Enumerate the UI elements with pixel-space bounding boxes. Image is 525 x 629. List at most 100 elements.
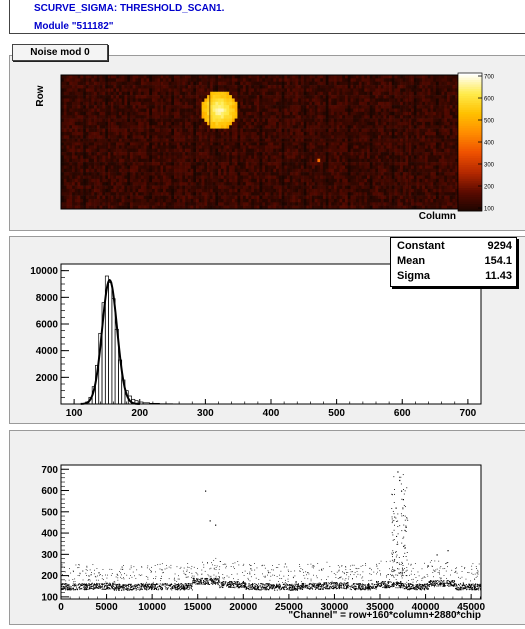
heatmap-cell [325, 172, 329, 176]
heatmap-cell [66, 125, 70, 129]
heatmap-cell [198, 128, 202, 133]
heatmap-cell [322, 152, 326, 156]
heatmap-cell [96, 108, 100, 113]
heatmap-cell [278, 135, 282, 139]
heatmap-cell [311, 91, 315, 96]
heatmap-cell [328, 81, 332, 86]
heatmap-cell [105, 78, 109, 82]
heatmap-cell [276, 105, 280, 109]
heatmap-cell [171, 121, 175, 126]
heatmap-cell [358, 158, 362, 163]
heatmap-cell [69, 105, 73, 109]
heatmap-cell [424, 168, 428, 173]
heatmap-cell [102, 152, 106, 156]
heatmap-cell [231, 108, 235, 113]
heatmap-cell [107, 118, 111, 123]
heatmap-cell [298, 145, 302, 149]
heatmap-cell [226, 175, 230, 180]
heatmap-cell [231, 81, 235, 86]
heatmap-cell [325, 85, 329, 89]
heatmap-cell [102, 135, 106, 139]
heatmap-cell [265, 135, 269, 139]
heatmap-cell [325, 91, 329, 96]
heatmap-cell [215, 138, 219, 143]
heatmap-cell [240, 85, 244, 89]
heatmap-cell [198, 91, 202, 96]
heatmap-cell [452, 168, 456, 173]
heatmap-cell [452, 145, 456, 149]
heatmap-cell [422, 108, 426, 113]
heatmap-cell [245, 121, 249, 126]
heatmap-cell [107, 105, 111, 109]
heatmap-cell [80, 185, 84, 190]
heatmap-cell [353, 162, 357, 166]
heatmap-cell [61, 168, 65, 173]
heatmap-cell [110, 118, 114, 123]
heatmap-cell [160, 78, 164, 82]
heatmap-cell [433, 85, 437, 89]
heatmap-cell [231, 188, 235, 193]
heatmap-cell [325, 131, 329, 136]
heatmap-cell [339, 105, 343, 109]
heatmap-cell [74, 158, 78, 163]
heatmap-cell [446, 101, 451, 106]
heatmap-cell [116, 78, 120, 82]
heatmap-cell [218, 135, 222, 139]
heatmap-cell [372, 98, 376, 103]
heatmap-cell [378, 131, 382, 136]
heatmap-cell [446, 108, 451, 113]
heatmap-cell [176, 81, 180, 86]
heatmap-cell [333, 101, 337, 106]
heatmap-cell [207, 111, 211, 116]
heatmap-cell [317, 118, 321, 123]
heatmap-cell [358, 128, 362, 133]
heatmap-cell [353, 155, 357, 160]
heatmap-cell [187, 148, 191, 153]
heatmap-cell [80, 131, 84, 136]
heatmap-cell [160, 185, 164, 190]
heatmap-cell [411, 95, 415, 99]
heatmap-cell [270, 111, 274, 116]
heatmap-cell [267, 115, 271, 119]
heatmap-cell [182, 142, 186, 146]
heatmap-cell [226, 172, 230, 176]
heatmap-cell [402, 138, 406, 143]
heatmap-cell [386, 145, 390, 149]
heatmap-cell [251, 98, 255, 103]
heatmap-cell [179, 145, 183, 149]
heatmap-cell [77, 152, 81, 156]
heatmap-cell [253, 185, 258, 190]
heatmap-cell [433, 88, 437, 93]
heatmap-cell [411, 165, 415, 170]
heatmap-cell [380, 131, 384, 136]
heatmap-cell [209, 175, 213, 180]
heatmap-cell [430, 118, 434, 123]
heatmap-cell [386, 128, 390, 133]
heatmap-cell [185, 178, 189, 183]
heatmap-cell [347, 118, 351, 123]
heatmap-cell [198, 118, 202, 123]
heatmap-cell [146, 142, 150, 146]
heatmap-cell [83, 178, 87, 183]
heatmap-cell [281, 165, 285, 170]
heatmap-cell [88, 165, 92, 170]
heatmap-cell [146, 185, 150, 190]
heatmap-cell [245, 138, 249, 143]
heatmap-cell [278, 165, 282, 170]
heatmap-cell [424, 158, 428, 163]
heatmap-cell [394, 111, 398, 116]
heatmap-cell [380, 98, 384, 103]
heatmap-cell [292, 118, 296, 123]
heatmap-cell [116, 121, 120, 126]
heatmap-cell [127, 128, 131, 133]
heatmap-cell [435, 78, 439, 82]
heatmap-cell [154, 182, 158, 186]
heatmap-cell [375, 145, 379, 149]
heatmap-cell [287, 145, 291, 149]
heatmap-cell [309, 135, 313, 139]
heatmap-cell [179, 85, 183, 89]
heatmap-cell [234, 135, 238, 139]
heatmap-cell [317, 105, 321, 109]
heatmap-cell [322, 165, 326, 170]
heatmap-cell [441, 165, 445, 170]
